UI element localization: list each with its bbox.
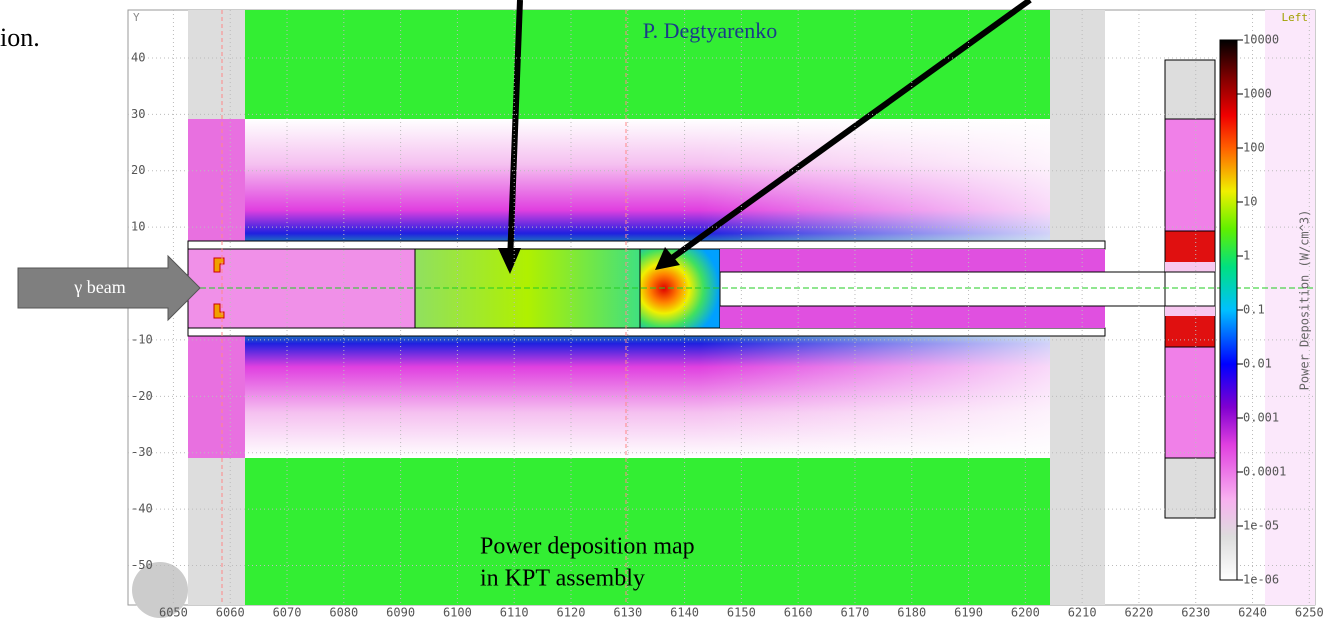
colorbar-tick-label: 1 [1243,249,1250,263]
x-tick-label: 6170 [841,606,870,620]
x-tick-label: 6140 [670,606,699,620]
colorbar-tick-label: 10 [1243,195,1257,209]
x-tick-label: 6230 [1181,606,1210,620]
x-tick-label: 6130 [613,606,642,620]
x-tick-label: 6200 [1011,606,1040,620]
y-tick-label: -20 [131,389,153,403]
x-tick-label: 6110 [500,606,529,620]
colorbar-tick-label: 0.0001 [1243,465,1286,479]
y-tick-label: -10 [131,332,153,346]
colorbar-tick-label: 100 [1243,141,1265,155]
x-tick-label: 6190 [954,606,983,620]
x-tick-label: 6080 [329,606,358,620]
colorbar-title: Power Deposition (W/cm^3) [1298,210,1312,391]
colorbar-tick-label: 0.1 [1243,303,1265,317]
x-tick-label: 6180 [897,606,926,620]
plot-area [128,0,1315,618]
view-label: Left [1282,11,1309,24]
y-tick-label: 20 [131,163,145,177]
x-tick-label: 6060 [216,606,245,620]
x-tick-label: 6210 [1068,606,1097,620]
chart: γ beam ion. P. Degtyarenko Power deposit… [0,0,1330,623]
x-tick-label: 6090 [386,606,415,620]
side-text: ion. [0,23,40,52]
annotation: in KPT assembly [480,566,645,592]
x-tick-label: 6050 [159,606,188,620]
x-tick-label: 6250 [1295,606,1324,620]
colorbar-tick-label: 0.01 [1243,357,1272,371]
y-tick-label: -30 [131,445,153,459]
x-tick-label: 6150 [727,606,756,620]
colorbar-tick-label: 10000 [1243,33,1279,47]
y-tick-label: -50 [131,558,153,572]
annotation: Power deposition map [480,534,695,560]
annotation: P. Degtyarenko [643,18,777,43]
colorbar-tick-label: 1e-06 [1243,573,1279,587]
y-tick-label: 30 [131,107,145,121]
colorbar-tick-label: 1000 [1243,87,1272,101]
y-axis-label: Y [133,11,140,24]
x-tick-label: 6100 [443,606,472,620]
colorbar [1220,40,1237,580]
y-tick-label: 40 [131,50,145,64]
x-tick-label: 6160 [784,606,813,620]
x-tick-label: 6120 [557,606,586,620]
y-tick-label: -40 [131,502,153,516]
beam-label: γ beam [73,277,125,297]
x-tick-label: 6220 [1124,606,1153,620]
x-tick-label: 6070 [273,606,302,620]
colorbar-tick-label: 1e-05 [1243,519,1279,533]
x-tick-label: 6240 [1238,606,1267,620]
colorbar-tick-label: 0.001 [1243,411,1279,425]
y-tick-label: 10 [131,220,145,234]
